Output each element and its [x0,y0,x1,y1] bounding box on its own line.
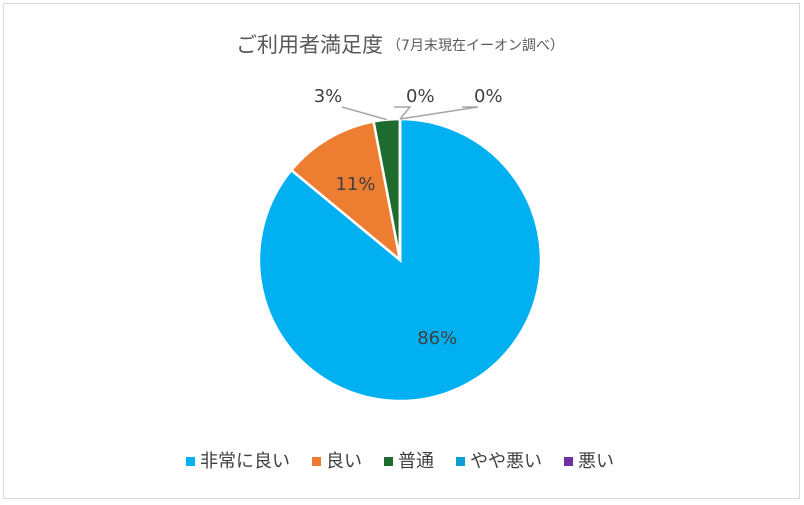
data-label: 86% [417,328,457,349]
chart-title: ご利用者満足度 [236,33,383,57]
data-label: 0% [474,86,503,107]
leader-line [341,106,387,121]
chart-title-group: ご利用者満足度 （7月末現在イーオン調べ） [236,33,564,57]
legend-label: 普通 [398,451,434,472]
legend-swatch [384,457,393,466]
legend-swatch [456,457,465,466]
pie-slice [289,120,402,264]
legend-label: 非常に良い [200,451,290,472]
legend-swatch [312,457,321,466]
legend: 非常に良い 良い 普通 やや悪い 悪い [186,451,614,472]
data-label: 0% [406,86,435,107]
leader-line [399,106,479,120]
data-label: 11% [335,174,375,195]
legend-label: 悪い [578,451,614,472]
legend-label: 良い [326,451,362,472]
leader-line [394,106,412,120]
chart-subtitle: （7月末現在イーオン調べ） [387,38,564,54]
legend-swatch [186,457,195,466]
data-label: 3% [314,86,343,107]
legend-swatch [564,457,573,466]
legend-label: やや悪い [470,451,542,472]
